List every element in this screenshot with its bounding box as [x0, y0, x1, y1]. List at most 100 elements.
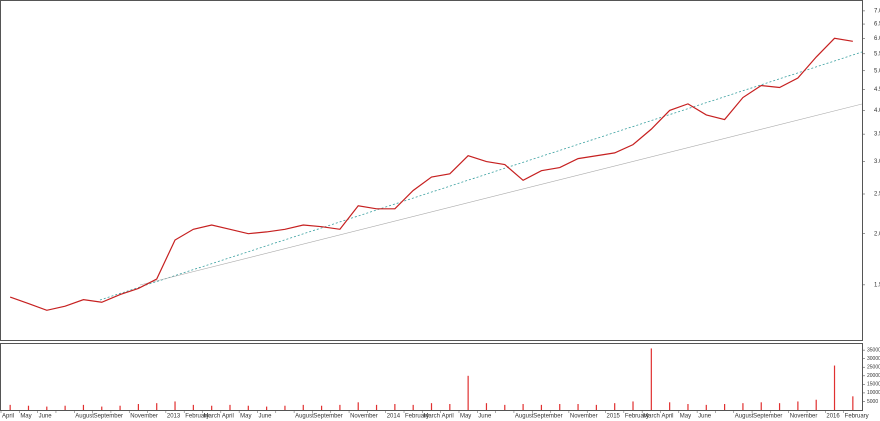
- x-tick-label: February: [845, 414, 869, 420]
- volume-bar: [632, 401, 634, 410]
- volume-bar: [467, 375, 469, 410]
- volume-bar: [650, 348, 652, 410]
- volume-bar: [705, 404, 707, 410]
- volume-bar: [595, 404, 597, 410]
- volume-bar: [669, 402, 671, 410]
- volume-bar: [247, 405, 249, 410]
- y2-tick-label: 10000: [867, 390, 880, 396]
- x-tick-label: 2016: [826, 414, 840, 420]
- x-tick-label: March: [204, 414, 221, 420]
- volume-bar: [46, 406, 48, 410]
- x-tick-label: June: [478, 414, 492, 420]
- volume-bar: [833, 365, 836, 410]
- x-tick-label: April: [2, 414, 14, 420]
- price-panel: [0, 0, 863, 341]
- x-tick-label: 2013: [167, 414, 181, 420]
- volume-bar: [742, 403, 744, 410]
- y-tick-label: 2.5: [874, 192, 880, 198]
- volume-bar: [522, 404, 524, 410]
- x-tick-label: September: [753, 414, 782, 420]
- volume-bar: [266, 406, 268, 410]
- x-tick-label: August: [75, 414, 94, 420]
- volume-bar: [614, 403, 616, 410]
- volume-bar: [339, 404, 341, 410]
- volume-bar: [412, 404, 414, 410]
- x-tick-label: April: [442, 414, 454, 420]
- y-tick-label: 7.0: [874, 8, 880, 14]
- y-tick-label: 5.0: [874, 68, 880, 74]
- volume-bar: [852, 396, 854, 410]
- volume-bar: [394, 404, 396, 410]
- y2-tick-label: 30000: [867, 356, 880, 362]
- y-tick-label: 1.5: [874, 282, 880, 288]
- x-tick-label: November: [350, 414, 378, 420]
- x-tick-label: May: [460, 414, 471, 420]
- x-tick-label: September: [94, 414, 123, 420]
- volume-bar: [156, 403, 158, 410]
- trendline: [99, 51, 863, 301]
- x-tick-label: April: [222, 414, 234, 420]
- volume-bar: [430, 403, 433, 410]
- volume-bar: [815, 399, 817, 410]
- y2-tick-label: 35000: [867, 347, 880, 353]
- volume-bar: [82, 404, 85, 410]
- volume-bar: [540, 404, 543, 410]
- volume-bar: [687, 404, 689, 410]
- x-tick-label: August: [295, 414, 314, 420]
- volume-bar: [797, 401, 799, 410]
- volume-bar: [504, 404, 506, 410]
- x-tick-label: February: [185, 414, 209, 420]
- price-line: [9, 37, 853, 311]
- y-tick-label: 2.0: [874, 231, 880, 237]
- x-tick-label: February: [405, 414, 429, 420]
- x-tick-label: April: [661, 414, 673, 420]
- y2-tick-label: 25000: [867, 365, 880, 371]
- x-tick-label: May: [20, 414, 31, 420]
- x-tick-label: August: [735, 414, 754, 420]
- x-tick-label: June: [39, 414, 53, 420]
- volume-bar: [357, 402, 359, 410]
- volume-bar: [284, 405, 286, 410]
- y-tick-label: 6.0: [874, 36, 880, 42]
- x-tick-label: August: [515, 414, 534, 420]
- volume-bar: [9, 404, 11, 410]
- x-tick-label: November: [570, 414, 598, 420]
- x-tick-label: November: [130, 414, 158, 420]
- y-tick-label: 3.5: [874, 132, 880, 138]
- y2-tick-label: 15000: [867, 382, 880, 388]
- y-tick-label: 4.0: [874, 108, 880, 114]
- x-tick-label: September: [533, 414, 562, 420]
- volume-bar: [192, 404, 194, 410]
- volume-bar: [229, 404, 231, 410]
- volume-bar: [302, 404, 304, 410]
- trendline: [139, 103, 863, 286]
- volume-bar: [485, 403, 488, 410]
- x-tick-label: September: [313, 414, 342, 420]
- volume-bar: [64, 405, 66, 410]
- volume-panel: [0, 343, 863, 411]
- volume-bar: [760, 402, 762, 410]
- volume-bar: [27, 405, 30, 410]
- x-tick-label: May: [240, 414, 251, 420]
- x-tick-label: May: [680, 414, 691, 420]
- volume-bar: [137, 404, 139, 410]
- x-tick-label: November: [790, 414, 818, 420]
- x-tick-label: 2015: [607, 414, 621, 420]
- volume-bar: [559, 404, 561, 410]
- y-tick-label: 3.0: [874, 159, 880, 165]
- y-tick-label: 4.5: [874, 87, 880, 93]
- volume-bar: [320, 405, 323, 410]
- y2-tick-label: 20000: [867, 373, 880, 379]
- y-tick-label: 6.5: [874, 22, 880, 28]
- volume-bar: [449, 404, 451, 410]
- volume-bar: [778, 403, 781, 410]
- volume-bar: [101, 406, 103, 410]
- volume-bar: [375, 404, 378, 410]
- x-tick-label: February: [625, 414, 649, 420]
- volume-bar: [119, 405, 121, 410]
- volume-bar: [174, 401, 176, 410]
- volume-bar: [577, 404, 579, 410]
- x-tick-label: 2014: [387, 414, 401, 420]
- x-tick-label: March: [643, 414, 660, 420]
